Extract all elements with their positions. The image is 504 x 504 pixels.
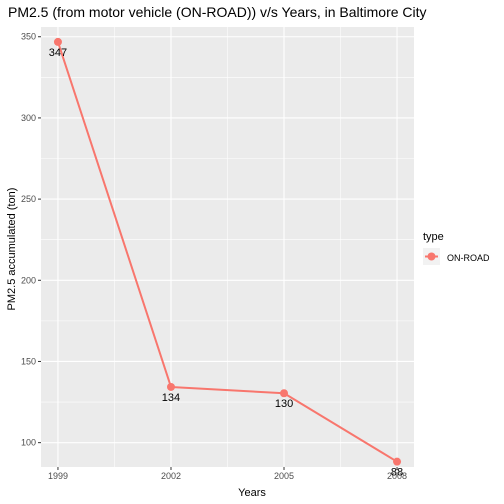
x-tick-label: 2002 (161, 471, 181, 481)
y-tick-label: 300 (21, 113, 36, 123)
data-labels: 347 134 130 88 (49, 47, 403, 479)
legend: type ON-ROAD (423, 231, 490, 265)
series-line (57, 41, 398, 463)
x-tick-label: 2005 (274, 471, 294, 481)
minor-gridlines (41, 27, 414, 467)
series-on-road (53, 37, 402, 466)
y-tick-label: 200 (21, 275, 36, 285)
data-point (393, 457, 402, 466)
x-axis: 1999 2002 2005 2008 (48, 467, 407, 481)
y-tick-label: 350 (21, 32, 36, 42)
legend-title: type (423, 231, 444, 243)
x-axis-title: Years (238, 487, 266, 499)
y-tick-label: 250 (21, 194, 36, 204)
data-point (280, 389, 289, 398)
legend-key-point (427, 252, 436, 261)
chart-title: PM2.5 (from motor vehicle (ON-ROAD)) v/s… (8, 4, 427, 20)
data-label: 130 (275, 398, 293, 410)
legend-label-on-road: ON-ROAD (447, 253, 490, 263)
x-tick-label: 1999 (48, 471, 68, 481)
legend-key-on-road (423, 248, 440, 265)
data-label: 134 (162, 392, 180, 404)
x-tick-label: 2008 (387, 471, 407, 481)
data-label: 347 (49, 47, 67, 59)
y-axis-title: PM2.5 accumulated (ton) (6, 188, 18, 311)
y-tick-label: 100 (21, 438, 36, 448)
y-axis: 100 150 200 250 300 350 (21, 32, 41, 448)
data-point (53, 37, 62, 46)
major-gridlines (41, 27, 414, 467)
data-label: 88 (391, 467, 403, 479)
y-tick-label: 150 (21, 356, 36, 366)
data-point (166, 382, 175, 391)
